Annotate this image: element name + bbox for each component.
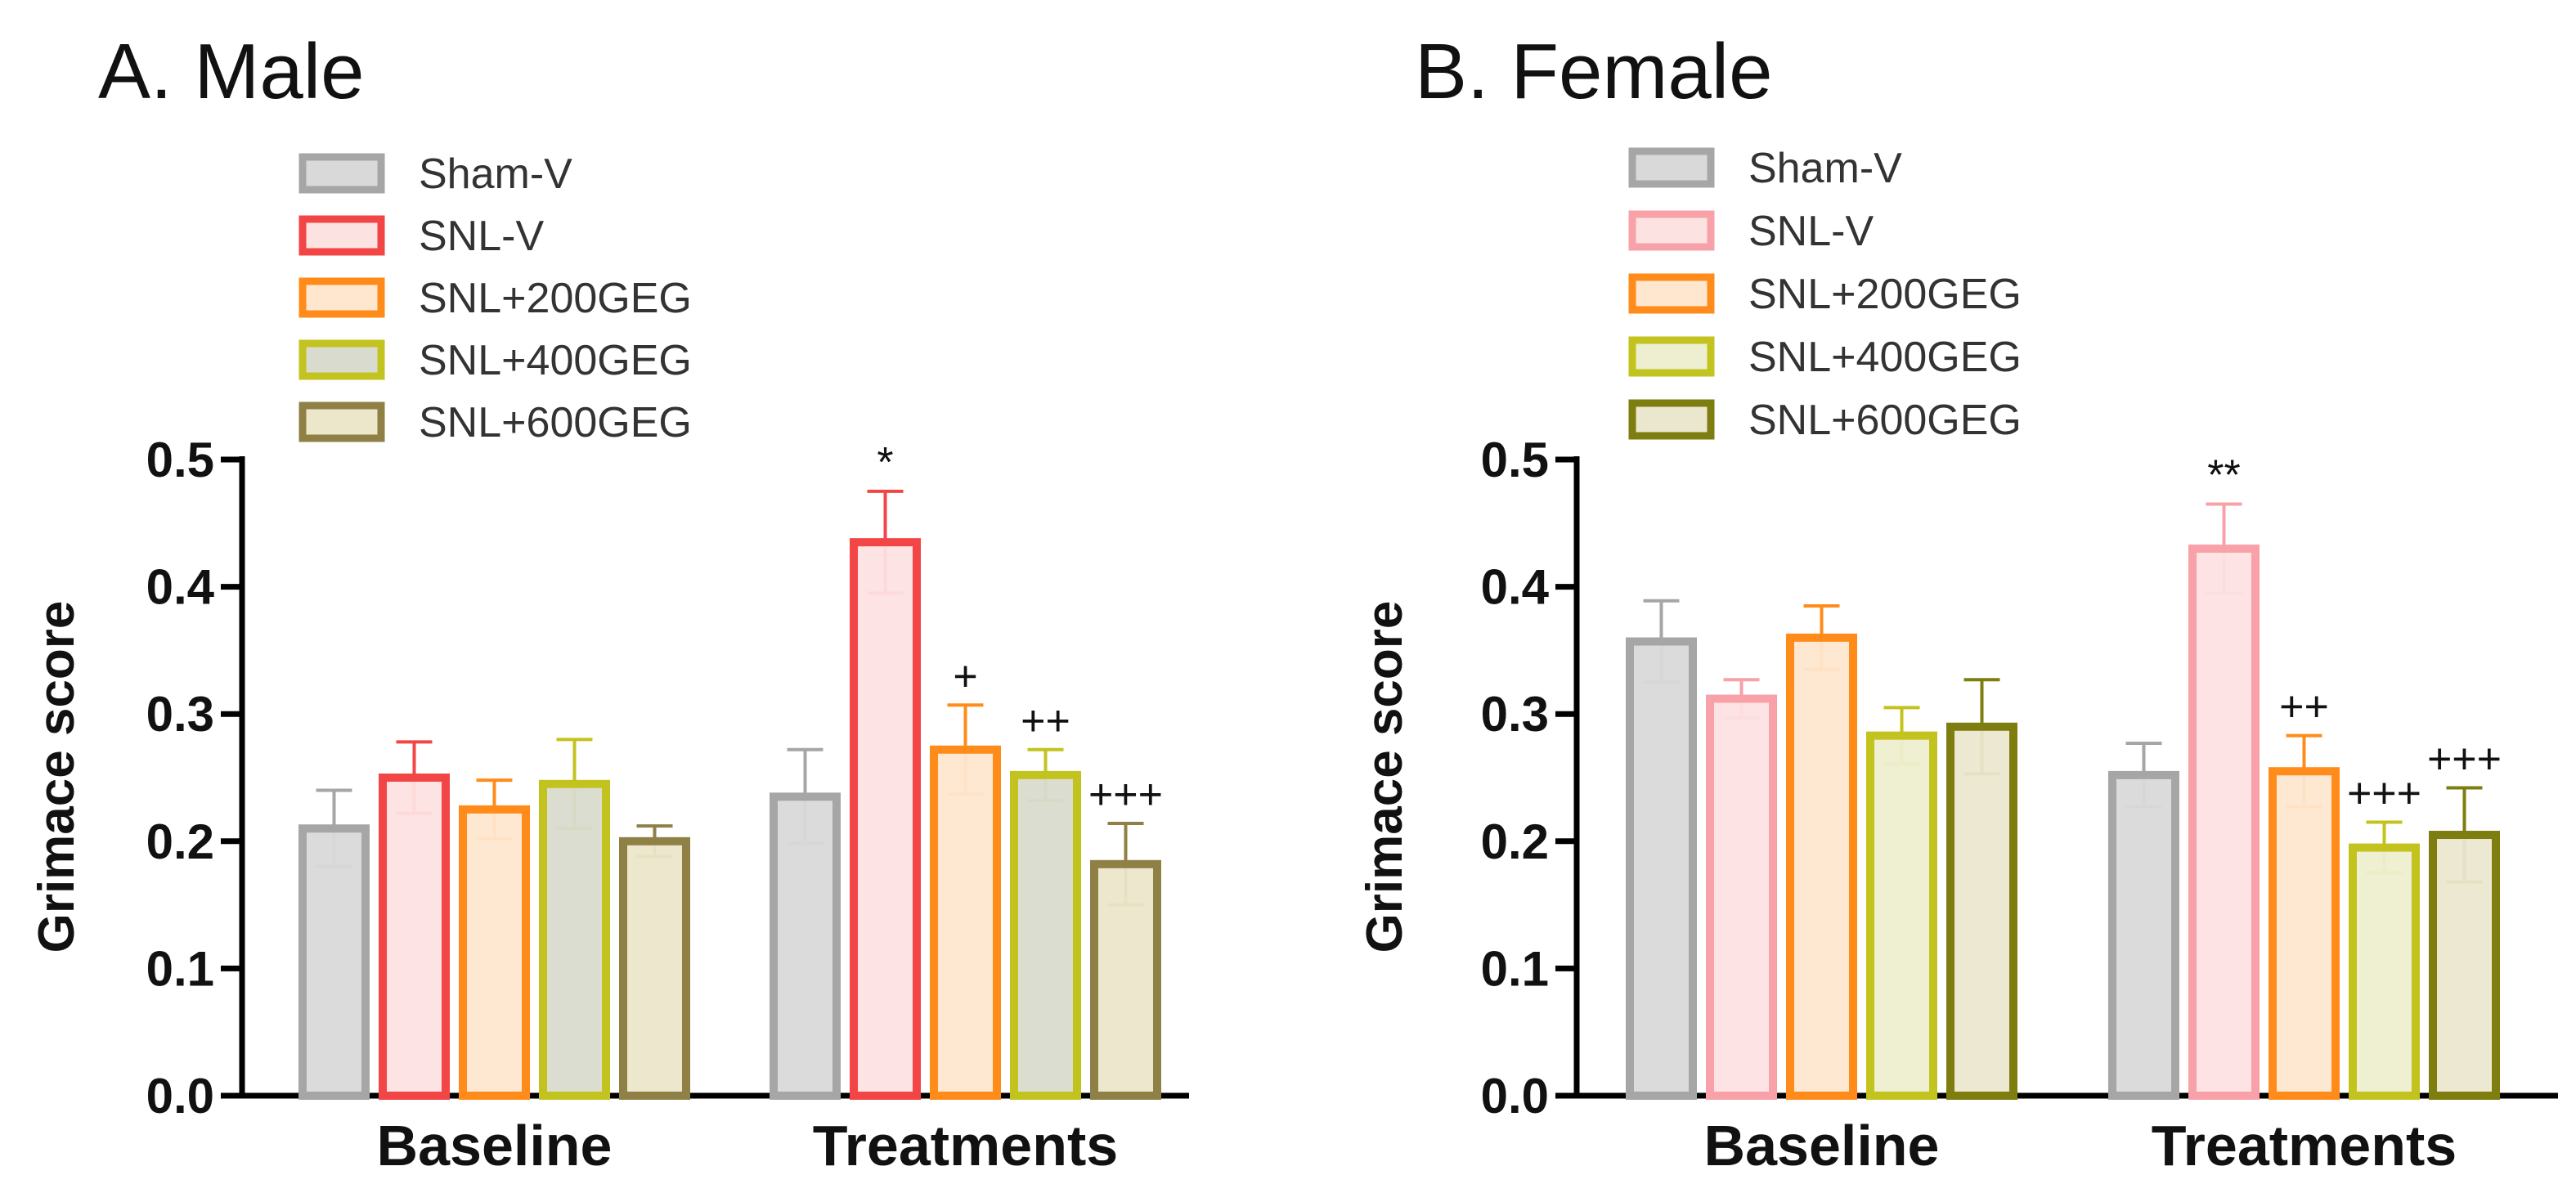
bar-snl-600geg-treatments (2429, 831, 2500, 1101)
bar-snl-400geg-treatments (1010, 770, 1081, 1100)
panel-title: A. Male (98, 28, 364, 115)
bar-snl-400geg-baseline (539, 779, 610, 1101)
y-tick-label: 0.1 (146, 941, 214, 996)
y-tick-label: 0.4 (146, 560, 215, 615)
significance-marker: + (953, 653, 977, 700)
legend-label: SNL+600GEG (1748, 397, 2022, 444)
legend-swatch (1628, 147, 1715, 188)
bar-snl-600geg-baseline (1946, 722, 2017, 1100)
bar-snl-200geg-treatments (930, 745, 1001, 1100)
significance-marker: +++ (2347, 769, 2421, 817)
bar-snl-v-baseline (379, 774, 450, 1100)
legend-label: SNL-V (1748, 208, 1874, 255)
legend-label: SNL+400GEG (419, 337, 692, 384)
bar-snl-400geg-baseline (1866, 731, 1937, 1100)
legend-label: SNL+200GEG (1748, 271, 2022, 318)
significance-marker: ** (2207, 451, 2240, 499)
x-category-label: Treatments (2152, 1114, 2457, 1177)
legend-swatch (1628, 336, 1715, 377)
x-category-label: Treatments (813, 1114, 1118, 1177)
y-tick-label: 0.3 (146, 687, 214, 742)
legend-swatch (298, 215, 385, 256)
legend-swatch (1628, 273, 1715, 314)
bar-sham-v-baseline (1626, 637, 1697, 1100)
legend-swatch (298, 153, 385, 194)
bar-snl-600geg-treatments (1090, 859, 1161, 1100)
bar-snl-200geg-baseline (1786, 633, 1857, 1100)
panel-female: B. Female Sham-V SNL-V SNL+200GEG SNL+400GEG… (1357, 28, 2558, 1177)
y-axis-label: Grimace score (1357, 601, 1413, 953)
significance-marker: * (877, 439, 893, 487)
bar-sham-v-treatments (770, 792, 841, 1101)
bar-sham-v-treatments (2108, 770, 2179, 1100)
y-tick-label: 0.0 (1481, 1069, 1549, 1124)
legend-label: SNL+400GEG (1748, 334, 2022, 381)
bar-snl-600geg-baseline (619, 836, 690, 1101)
legend-label: SNL+600GEG (419, 399, 692, 446)
legend-swatch (1628, 399, 1715, 440)
legend-swatch (298, 339, 385, 380)
legend-swatch (1628, 210, 1715, 251)
y-tick-label: 0.5 (1481, 433, 1549, 487)
significance-marker: ++ (2279, 684, 2329, 731)
panel-title: B. Female (1415, 28, 1772, 115)
bar-sham-v-baseline (298, 824, 370, 1100)
y-tick-label: 0.1 (1481, 941, 1549, 996)
legend-label: SNL+200GEG (419, 275, 692, 322)
legend-swatch (298, 401, 385, 442)
y-tick-label: 0.0 (146, 1069, 214, 1124)
y-axis-label: Grimace score (29, 601, 85, 953)
legend-label: Sham-V (419, 150, 572, 198)
significance-marker: +++ (1088, 771, 1163, 819)
y-tick-label: 0.4 (1481, 560, 1550, 615)
bar-snl-200geg-baseline (459, 805, 530, 1101)
bar-snl-v-treatments (2188, 544, 2260, 1100)
x-category-label: Baseline (1704, 1114, 1940, 1177)
legend-swatch (298, 277, 385, 318)
y-tick-label: 0.3 (1481, 687, 1549, 742)
bar-snl-v-baseline (1706, 694, 1777, 1100)
legend-label: Sham-V (1748, 145, 1902, 192)
y-tick-label: 0.5 (146, 433, 214, 487)
bar-snl-400geg-treatments (2349, 843, 2420, 1100)
y-tick-label: 0.2 (1481, 814, 1549, 869)
bar-snl-200geg-treatments (2269, 767, 2340, 1100)
x-category-label: Baseline (377, 1114, 613, 1177)
significance-marker: ++ (1021, 697, 1070, 745)
panel-male: A. Male Sham-V SNL-V SNL+200GEG SNL+400GEG SN… (29, 28, 1189, 1177)
legend-label: SNL-V (419, 213, 544, 260)
y-tick-label: 0.2 (146, 814, 214, 869)
bar-snl-v-treatments (850, 538, 921, 1100)
significance-marker: +++ (2427, 735, 2502, 783)
